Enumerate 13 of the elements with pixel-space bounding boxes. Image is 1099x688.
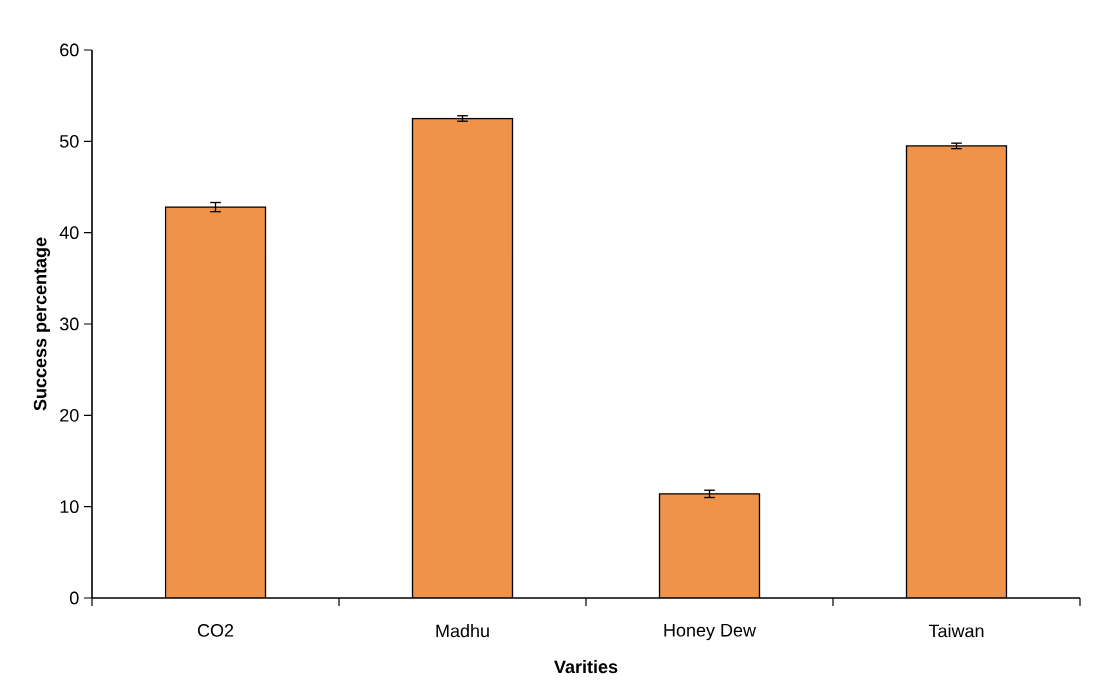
y-tick-label: 0 xyxy=(70,591,79,605)
x-tick-label: Honey Dew xyxy=(664,624,757,641)
y-tick-label: 50 xyxy=(59,134,79,148)
y-tick-label: 40 xyxy=(59,226,79,240)
y-tick-label: 10 xyxy=(60,500,79,514)
x-tick-label: Madhu xyxy=(436,624,489,638)
x-axis-title: Varities xyxy=(554,659,618,674)
y-axis-title: Success percentage xyxy=(33,237,51,411)
y-tick-label: 60 xyxy=(60,43,79,57)
x-tick-label: CO2 xyxy=(197,624,234,637)
y-tick-label: 30 xyxy=(59,317,79,331)
x-tick-label: Taiwan xyxy=(928,624,984,638)
y-tick-label: 20 xyxy=(60,408,79,422)
